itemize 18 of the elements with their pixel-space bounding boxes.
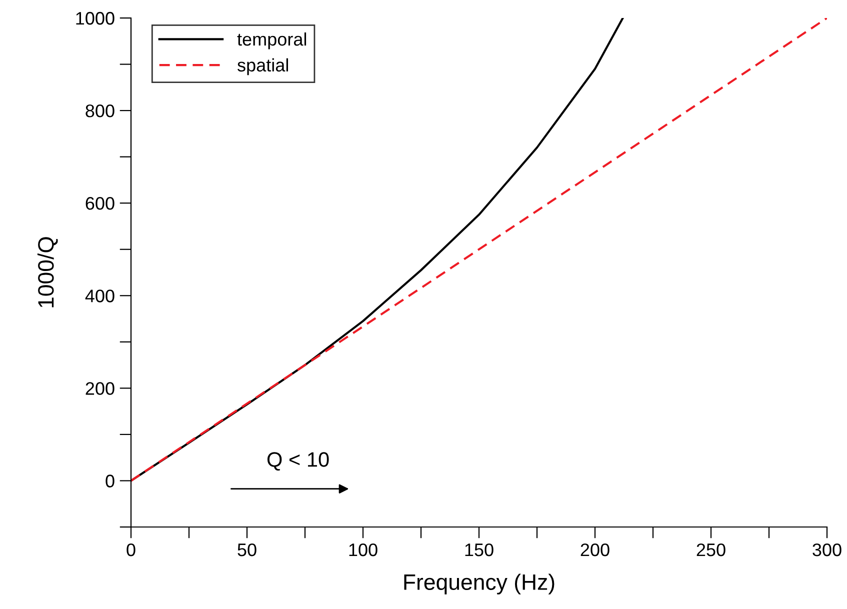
y-tick-label: 800 (86, 104, 114, 118)
y-tick-label: 200 (86, 382, 114, 395)
y-tick-label: 0 (106, 474, 114, 488)
y-axis-title: 1000/Q (37, 237, 58, 308)
x-tick-label: 50 (238, 543, 256, 556)
x-axis-title: Frequency (Hz) (404, 574, 554, 594)
y-tick-label: 1000 (76, 12, 114, 25)
annotation: Q < 10 (267, 452, 329, 471)
legend-label: temporal (237, 32, 306, 50)
legend-label: spatial (238, 58, 288, 76)
x-tick-label: 100 (349, 543, 378, 556)
x-tick-label: 300 (812, 543, 842, 556)
y-tick-label: 600 (86, 197, 114, 210)
x-tick-label: 250 (696, 543, 726, 556)
x-tick-label: 0 (126, 543, 136, 556)
x-tick-label: 200 (580, 543, 610, 556)
y-tick-label: 400 (85, 290, 114, 302)
x-tick-label: 150 (465, 543, 494, 556)
